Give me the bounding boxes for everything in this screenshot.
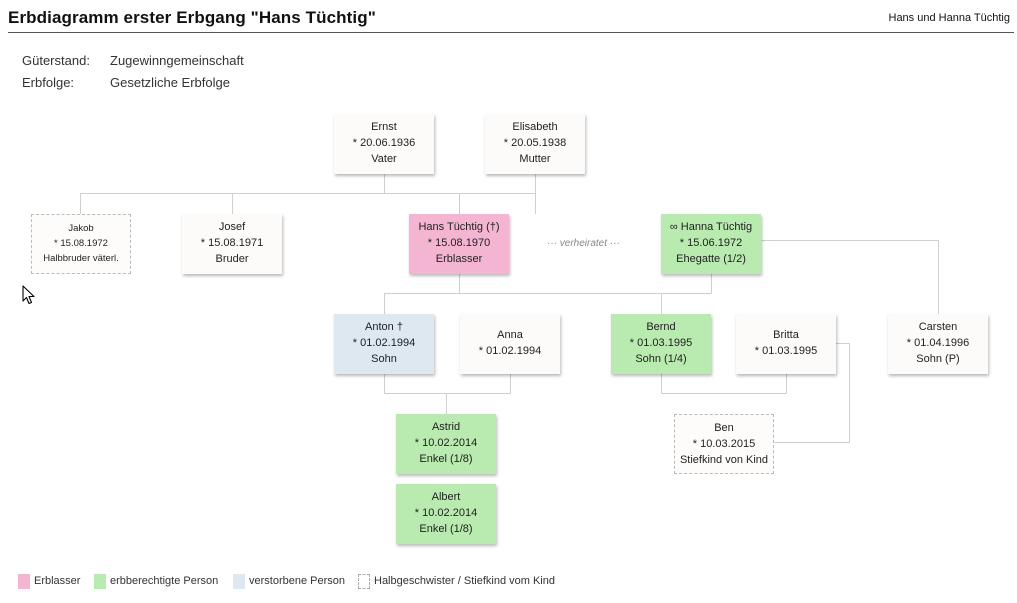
gueterstand-value: Zugewinngemeinschaft — [110, 53, 244, 68]
person-name: Anna — [497, 329, 523, 341]
header-subtitle: Hans und Hanna Tüchtig — [888, 12, 1011, 24]
person-name: Anton † — [365, 321, 403, 333]
person-bernd[interactable]: Bernd * 01.03.1995 Sohn (1/4) — [611, 314, 711, 374]
legend-label: Erblasser — [34, 575, 81, 587]
person-name: Carsten — [918, 321, 958, 333]
page-title: Erbdiagramm erster Erbgang "Hans Tüchtig… — [8, 8, 376, 27]
person-birthdate: * 10.03.2015 — [692, 438, 756, 450]
person-hans-erblasser[interactable]: Hans Tüchtig (†) * 15.08.1970 Erblasser — [409, 214, 509, 274]
person-role: Mutter — [519, 153, 551, 165]
person-name: Astrid — [431, 421, 461, 433]
halfbrother-connector — [80, 193, 536, 214]
gueterstand-label: Güterstand: — [22, 53, 90, 68]
person-josef[interactable]: Josef * 15.08.1971 Bruder — [182, 214, 282, 274]
person-name: ∞ Hanna Tüchtig — [669, 221, 753, 233]
person-birthdate: * 01.04.1996 — [906, 337, 970, 349]
person-role: Erblasser — [435, 253, 483, 265]
person-astrid[interactable]: Astrid * 10.02.2014 Enkel (1/8) — [396, 414, 496, 474]
person-britta[interactable]: Britta * 01.03.1995 — [736, 314, 836, 374]
siblings-connector — [232, 193, 460, 214]
person-role: Enkel (1/8) — [419, 523, 473, 535]
person-birthdate: * 20.05.1938 — [503, 137, 567, 149]
bernd-britta-connector — [661, 374, 787, 394]
children-connector — [384, 293, 662, 314]
erbfolge-label: Erbfolge: — [22, 75, 75, 90]
person-name: Hans Tüchtig (†) — [418, 221, 500, 233]
person-role: Enkel (1/8) — [419, 453, 473, 465]
legend-label: erbberechtigte Person — [110, 575, 219, 587]
legend-label: Halbgeschwister / Stiefkind vom Kind — [374, 575, 555, 587]
person-role: Bruder — [215, 253, 249, 265]
person-name: Josef — [218, 221, 246, 233]
person-carsten[interactable]: Carsten * 01.04.1996 Sohn (P) — [888, 314, 988, 374]
person-name: Jakob — [68, 223, 94, 234]
person-name: Ben — [714, 422, 734, 434]
parents-connector — [384, 174, 536, 194]
legend-swatch — [94, 574, 106, 589]
person-birthdate: * 01.02.1994 — [352, 337, 416, 349]
person-name: Ernst — [371, 121, 397, 133]
person-jakob[interactable]: Jakob * 15.08.1972 Halbbruder väterl. — [31, 214, 131, 274]
header-bar: Erbdiagramm erster Erbgang "Hans Tüchtig… — [8, 0, 1014, 33]
legend-swatch — [18, 574, 30, 589]
mouse-cursor-icon — [22, 285, 35, 305]
carsten-connector — [761, 240, 939, 314]
person-birthdate: * 01.03.1995 — [754, 345, 818, 357]
legend-swatch — [233, 574, 245, 589]
person-birthdate: * 10.02.2014 — [414, 437, 478, 449]
person-birthdate: * 10.02.2014 — [414, 507, 478, 519]
legend-swatch — [358, 574, 370, 589]
person-name: Bernd — [646, 321, 676, 333]
ben-connector — [774, 343, 850, 443]
person-role: Ehegatte (1/2) — [676, 253, 746, 265]
person-role: Halbbruder väterl. — [43, 253, 119, 264]
person-role: Stiefkind von Kind — [679, 454, 769, 466]
person-role: Sohn — [371, 353, 397, 365]
person-role: Sohn (P) — [916, 353, 960, 365]
person-birthdate: * 15.08.1971 — [200, 237, 264, 249]
person-birthdate: * 15.08.1970 — [427, 237, 491, 249]
anton-anna-connector — [384, 374, 511, 414]
person-hanna[interactable]: ∞ Hanna Tüchtig * 15.06.1972 Ehegatte (1… — [661, 214, 761, 274]
person-elisabeth[interactable]: Elisabeth * 20.05.1938 Mutter — [485, 114, 585, 174]
person-role: Sohn (1/4) — [635, 353, 687, 365]
person-ben[interactable]: Ben * 10.03.2015 Stiefkind von Kind — [674, 414, 774, 474]
marriage-label: ··· verheiratet ··· — [547, 238, 620, 249]
person-birthdate: * 01.03.1995 — [629, 337, 693, 349]
person-albert[interactable]: Albert * 10.02.2014 Enkel (1/8) — [396, 484, 496, 544]
person-ernst[interactable]: Ernst * 20.06.1936 Vater — [334, 114, 434, 174]
person-birthdate: * 15.08.1972 — [54, 238, 108, 249]
person-birthdate: * 20.06.1936 — [352, 137, 416, 149]
person-anton[interactable]: Anton † * 01.02.1994 Sohn — [334, 314, 434, 374]
person-birthdate: * 15.06.1972 — [679, 237, 743, 249]
person-name: Albert — [431, 491, 461, 503]
person-role: Vater — [371, 153, 397, 165]
couple-connector — [384, 274, 712, 294]
legend-label: verstorbene Person — [249, 575, 345, 587]
person-name: Elisabeth — [512, 121, 558, 133]
person-name: Britta — [773, 329, 799, 341]
person-anna[interactable]: Anna * 01.02.1994 — [460, 314, 560, 374]
person-birthdate: * 01.02.1994 — [478, 345, 542, 357]
erbfolge-value: Gesetzliche Erbfolge — [110, 75, 230, 90]
